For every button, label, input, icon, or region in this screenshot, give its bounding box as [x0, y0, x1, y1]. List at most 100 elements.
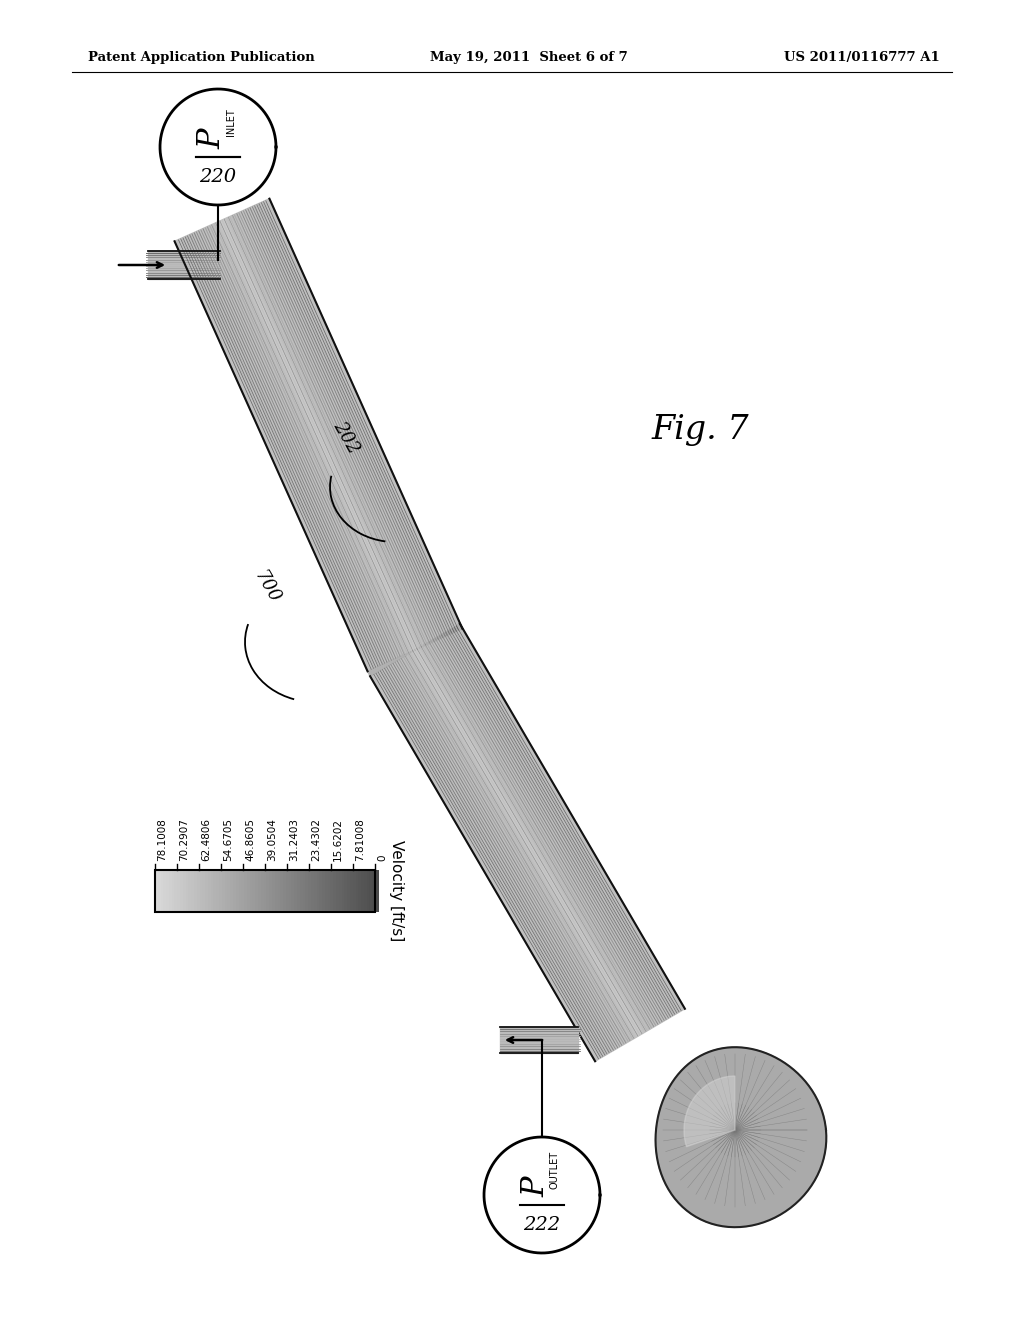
Bar — [158, 870, 162, 912]
Bar — [305, 870, 309, 912]
Bar — [352, 870, 356, 912]
Bar — [161, 870, 164, 912]
Bar — [169, 870, 173, 912]
Polygon shape — [484, 1137, 600, 1253]
Bar — [286, 870, 290, 912]
Text: May 19, 2011  Sheet 6 of 7: May 19, 2011 Sheet 6 of 7 — [430, 51, 628, 65]
Bar — [258, 870, 262, 912]
Bar — [244, 870, 248, 912]
Bar — [342, 870, 345, 912]
Bar — [278, 870, 282, 912]
Bar — [247, 870, 251, 912]
Text: Fig. 7: Fig. 7 — [651, 414, 749, 446]
Text: 0: 0 — [377, 854, 387, 861]
Polygon shape — [160, 88, 276, 205]
Text: Velocity [ft/s]: Velocity [ft/s] — [389, 841, 404, 941]
Bar — [239, 870, 243, 912]
Bar — [367, 870, 371, 912]
Bar — [164, 870, 167, 912]
Bar — [355, 870, 359, 912]
Bar — [166, 870, 170, 912]
Bar — [274, 870, 279, 912]
Polygon shape — [368, 624, 463, 676]
Text: INLET: INLET — [226, 108, 236, 136]
Bar — [325, 870, 329, 912]
Text: Patent Application Publication: Patent Application Publication — [88, 51, 314, 65]
Bar — [213, 870, 217, 912]
Bar — [319, 870, 323, 912]
Bar — [155, 870, 375, 912]
Bar — [263, 870, 267, 912]
Text: 7.81008: 7.81008 — [355, 818, 365, 861]
Text: 23.4302: 23.4302 — [311, 818, 321, 861]
Bar — [194, 870, 198, 912]
Polygon shape — [148, 251, 220, 279]
Bar — [364, 870, 368, 912]
Bar — [205, 870, 209, 912]
Bar — [191, 870, 195, 912]
Bar — [297, 870, 301, 912]
Text: P: P — [520, 1176, 552, 1197]
Bar — [203, 870, 206, 912]
Text: 70.2907: 70.2907 — [179, 818, 189, 861]
Text: 222: 222 — [523, 1216, 560, 1234]
Polygon shape — [684, 1076, 735, 1147]
Bar — [372, 870, 376, 912]
Bar — [328, 870, 332, 912]
Text: 39.0504: 39.0504 — [267, 818, 278, 861]
Bar — [323, 870, 326, 912]
Text: 46.8605: 46.8605 — [245, 818, 255, 861]
Bar — [230, 870, 233, 912]
Bar — [185, 870, 189, 912]
Bar — [211, 870, 214, 912]
Text: 15.6202: 15.6202 — [333, 818, 343, 861]
Text: US 2011/0116777 A1: US 2011/0116777 A1 — [784, 51, 940, 65]
Bar — [336, 870, 340, 912]
Polygon shape — [500, 1027, 578, 1053]
Bar — [197, 870, 201, 912]
Bar — [236, 870, 240, 912]
Bar — [266, 870, 270, 912]
Bar — [358, 870, 362, 912]
Bar — [350, 870, 353, 912]
Bar — [344, 870, 348, 912]
Bar — [283, 870, 287, 912]
Bar — [188, 870, 193, 912]
Text: P: P — [197, 129, 227, 149]
Bar — [333, 870, 337, 912]
Text: OUTLET: OUTLET — [550, 1151, 560, 1189]
Bar — [375, 870, 379, 912]
Bar — [303, 870, 306, 912]
Bar — [219, 870, 223, 912]
Bar — [224, 870, 228, 912]
Bar — [174, 870, 178, 912]
Text: 62.4806: 62.4806 — [201, 818, 211, 861]
Text: 54.6705: 54.6705 — [223, 818, 233, 861]
Bar — [242, 870, 245, 912]
Bar — [313, 870, 317, 912]
Bar — [331, 870, 334, 912]
Bar — [269, 870, 273, 912]
Bar — [272, 870, 275, 912]
Bar — [370, 870, 373, 912]
Bar — [255, 870, 259, 912]
Bar — [292, 870, 295, 912]
Text: 700: 700 — [250, 568, 283, 606]
Bar — [339, 870, 343, 912]
Bar — [253, 870, 256, 912]
Bar — [311, 870, 314, 912]
Bar — [233, 870, 237, 912]
Polygon shape — [655, 1047, 826, 1228]
Text: 78.1008: 78.1008 — [157, 818, 167, 861]
Bar — [347, 870, 351, 912]
Bar — [308, 870, 312, 912]
Text: 202: 202 — [330, 417, 362, 457]
Bar — [155, 870, 159, 912]
Bar — [289, 870, 293, 912]
Bar — [227, 870, 231, 912]
Bar — [216, 870, 220, 912]
Bar — [361, 870, 365, 912]
Bar — [222, 870, 225, 912]
Bar — [200, 870, 204, 912]
Bar — [316, 870, 321, 912]
